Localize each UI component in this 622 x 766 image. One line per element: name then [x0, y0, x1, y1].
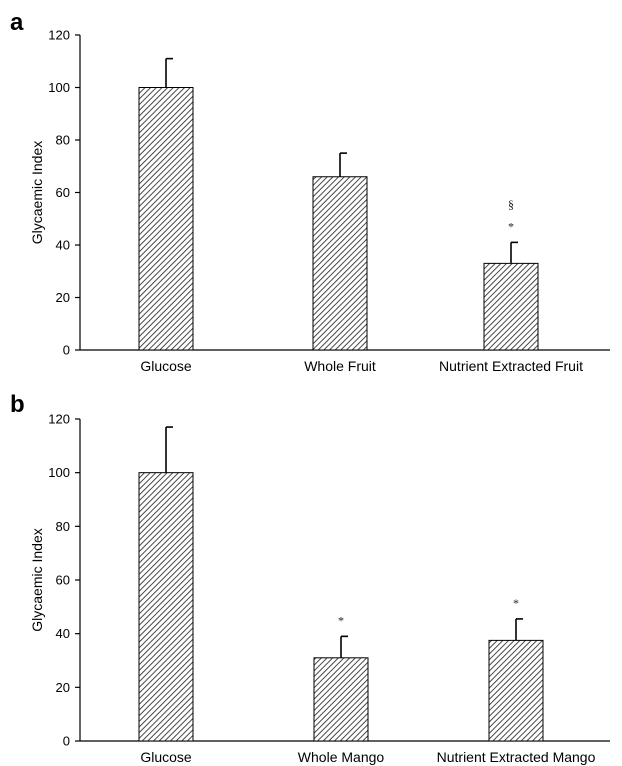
x-category-label: Glucose: [140, 749, 192, 765]
y-tick-label: 80: [56, 133, 70, 148]
y-tick-label: 100: [48, 80, 70, 95]
y-tick-label: 20: [56, 290, 70, 305]
x-category-label: Whole Mango: [298, 749, 385, 765]
significance-marker: *: [513, 596, 519, 610]
y-tick-label: 120: [48, 412, 70, 427]
chart-panel-a: a Glycaemic Index 0 20 40 60 80 100 120 Glucose Wh…: [10, 9, 610, 374]
bar-whole-mango: [313, 657, 369, 742]
bar-nutrient-extracted-mango: [488, 639, 544, 742]
bar-glucose: [138, 87, 194, 351]
bar-whole-fruit: [312, 176, 368, 351]
y-tick-label: 80: [56, 519, 70, 534]
y-tick-label: 20: [56, 680, 70, 695]
y-tick-label: 120: [48, 28, 70, 43]
x-category-label: Nutrient Extracted Mango: [437, 749, 596, 765]
y-tick-label: 60: [56, 185, 70, 200]
chart-panel-b: b Glycaemic Index 0 20 40 60 80 100 120 Glucose Wh…: [10, 391, 610, 765]
y-axis-label: Glycaemic Index: [29, 528, 45, 631]
significance-marker: §: [508, 197, 514, 211]
y-tick-label: 40: [56, 238, 70, 253]
x-category-label: Whole Fruit: [304, 358, 376, 374]
y-tick-label: 0: [63, 734, 70, 749]
y-tick-label: 40: [56, 626, 70, 641]
y-axis-label: Glycaemic Index: [29, 141, 45, 244]
y-tick-label: 0: [63, 343, 70, 358]
bar-glucose: [138, 472, 194, 742]
y-tick-label: 60: [56, 573, 70, 588]
y-tick-label: 100: [48, 465, 70, 480]
panel-label: a: [10, 9, 24, 36]
panel-label: b: [10, 391, 25, 418]
significance-marker: *: [338, 613, 344, 627]
x-category-label: Glucose: [140, 358, 192, 374]
significance-marker: *: [508, 219, 514, 233]
bar-nutrient-extracted-fruit: [483, 262, 539, 351]
x-category-label: Nutrient Extracted Fruit: [439, 358, 583, 374]
